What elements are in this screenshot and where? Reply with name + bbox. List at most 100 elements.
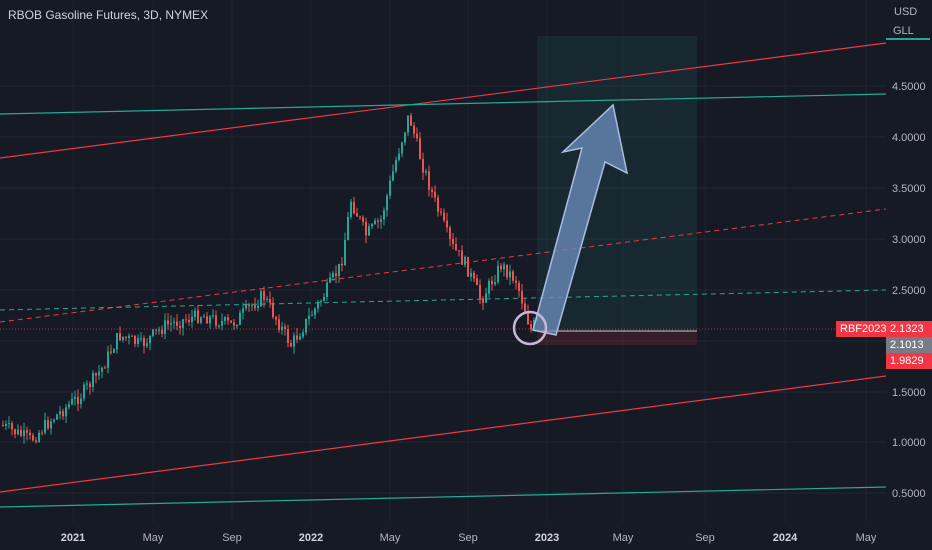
- highlight-circle[interactable]: [512, 310, 548, 346]
- candle-body: [74, 396, 76, 399]
- chart-area[interactable]: [0, 0, 886, 522]
- candle-body: [512, 271, 514, 281]
- candle-body: [203, 316, 205, 318]
- candle-body: [185, 319, 187, 321]
- candle-body: [227, 317, 229, 321]
- candle-body: [359, 216, 361, 218]
- candle-body: [404, 132, 406, 143]
- candle-body: [395, 159, 397, 172]
- candle-body: [503, 264, 505, 270]
- indicator-label[interactable]: GLL: [886, 22, 930, 40]
- candle-body: [449, 227, 451, 239]
- projection-arrow[interactable]: [532, 103, 629, 336]
- candle-body: [77, 396, 79, 405]
- candle-body: [497, 265, 499, 283]
- candle-body: [194, 310, 196, 317]
- candle-body: [530, 324, 532, 330]
- candle-body: [290, 343, 292, 347]
- candle-body: [440, 211, 442, 213]
- candle-body: [242, 308, 244, 313]
- mid-dashed-red-line[interactable]: [0, 208, 886, 323]
- stop-price-badge: 1.9829: [886, 353, 932, 369]
- candle-body: [143, 338, 145, 346]
- candle-body: [137, 338, 139, 345]
- time-tick: 2024: [772, 532, 798, 544]
- candle-body: [218, 325, 220, 327]
- candle-body: [344, 239, 346, 266]
- candle-body: [269, 299, 271, 303]
- candle-body: [287, 329, 289, 344]
- candle-body: [236, 324, 238, 326]
- candle-body: [71, 398, 73, 405]
- candle-body: [5, 423, 7, 426]
- candle-body: [119, 333, 121, 341]
- candle-body: [206, 316, 208, 324]
- price-tick: 1.0000: [892, 437, 926, 449]
- candle-body: [464, 256, 466, 265]
- candle-body: [437, 197, 439, 212]
- candle-body: [443, 212, 445, 221]
- candle-body: [518, 282, 520, 291]
- candle-body: [278, 319, 280, 331]
- candle-body: [275, 316, 277, 320]
- candle-body: [155, 329, 157, 331]
- time-axis[interactable]: [0, 522, 886, 550]
- symbol-badge: RBF2023: [836, 321, 886, 337]
- bottom-horizontal-line[interactable]: [0, 486, 886, 508]
- candle-body: [338, 263, 340, 277]
- candle-body: [92, 373, 94, 388]
- price-tick: 3.0000: [892, 234, 926, 246]
- candle-body: [53, 419, 55, 422]
- candle-body: [302, 332, 304, 337]
- candle-body: [485, 293, 487, 303]
- candle-body: [230, 320, 232, 323]
- time-tick: Sep: [222, 532, 242, 544]
- candle-body: [89, 383, 91, 388]
- candle-body: [296, 335, 298, 340]
- candle-body: [413, 125, 415, 134]
- candle-body: [293, 335, 295, 347]
- candle-body: [407, 115, 409, 133]
- candle-body: [470, 272, 472, 277]
- mid-dashed-teal-line[interactable]: [0, 289, 886, 311]
- candle-body: [122, 336, 124, 341]
- candle-body: [308, 315, 310, 319]
- candle-body: [191, 316, 193, 322]
- target-price-badge: 2.1013: [886, 337, 932, 353]
- candle-body: [41, 432, 43, 434]
- candle-body: [113, 349, 115, 353]
- candle-body: [128, 335, 130, 339]
- candle-body: [35, 440, 37, 442]
- candle-body: [389, 180, 391, 196]
- candle-body: [215, 315, 217, 326]
- candle-body: [314, 308, 316, 316]
- candle-body: [248, 304, 250, 306]
- time-tick: May: [612, 532, 634, 544]
- candle-body: [392, 171, 394, 181]
- candle-body: [245, 304, 247, 309]
- price-tick: 4.5000: [892, 81, 926, 93]
- candle-body: [251, 305, 253, 307]
- upper-resistance-line[interactable]: [0, 42, 886, 159]
- lower-support-line[interactable]: [0, 375, 886, 493]
- candle-body: [146, 343, 148, 346]
- candle-body: [56, 414, 58, 420]
- candle-body: [299, 336, 301, 340]
- top-horizontal-line[interactable]: [0, 93, 886, 115]
- candle-body: [152, 329, 154, 336]
- candle-body: [65, 407, 67, 417]
- candle-body: [59, 411, 61, 415]
- price-tick: 3.5000: [892, 183, 926, 195]
- candle-body: [101, 367, 103, 372]
- candle-body: [434, 191, 436, 198]
- candle-body: [281, 326, 283, 331]
- candle-body: [20, 429, 22, 436]
- candle-body: [320, 300, 322, 302]
- long-position-loss-zone[interactable]: [537, 331, 697, 345]
- price-chart[interactable]: [0, 0, 886, 522]
- candle-body: [239, 312, 241, 325]
- candle-body: [134, 335, 136, 345]
- candle-body: [383, 210, 385, 220]
- candle-body: [263, 291, 265, 300]
- price-tick: 2.5000: [892, 285, 926, 297]
